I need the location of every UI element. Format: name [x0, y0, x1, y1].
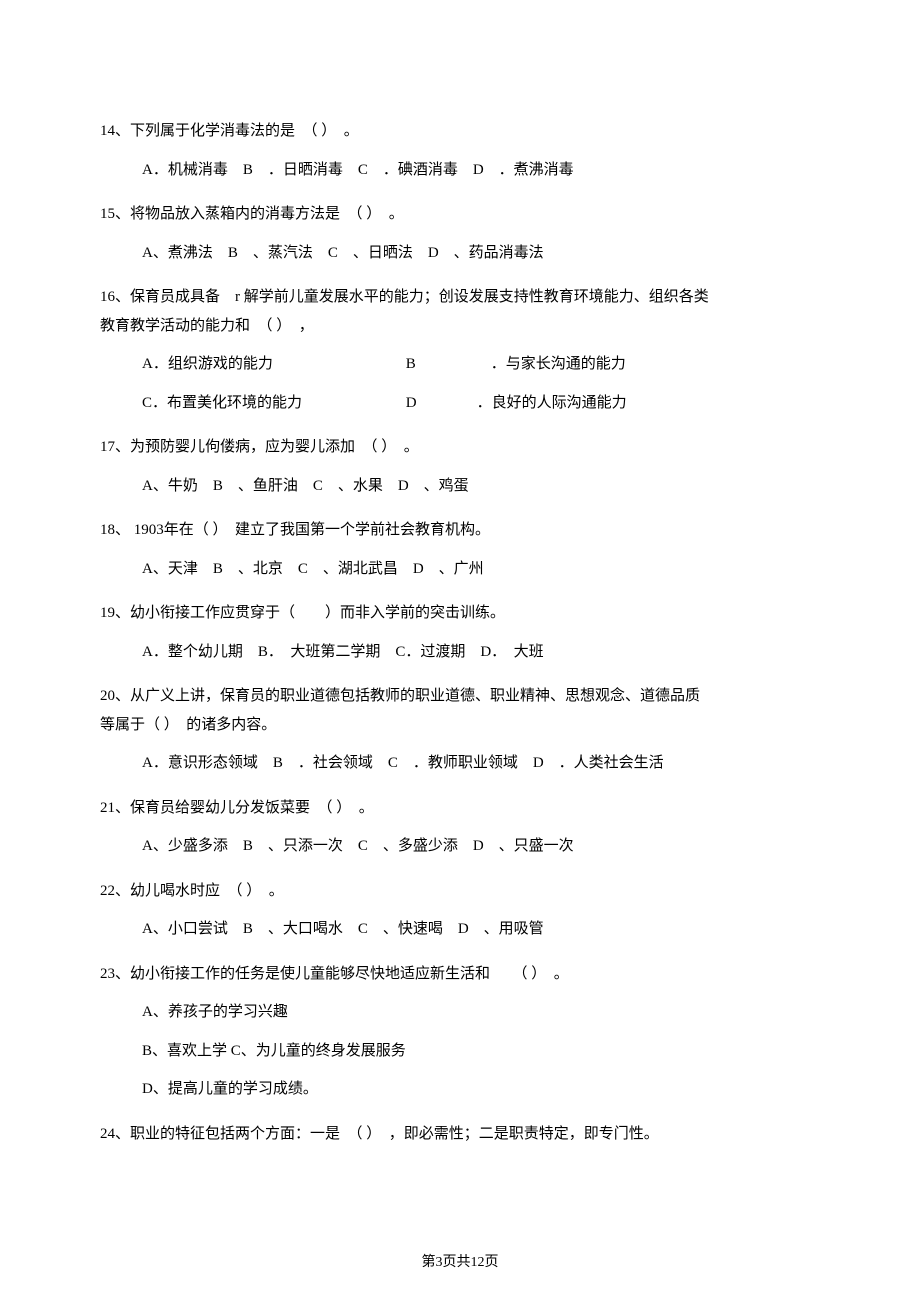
q14-stem: 14、下列属于化学消毒法的是 （ ） 。 — [100, 120, 820, 143]
q15-stem: 15、将物品放入蒸箱内的消毒方法是 （ ） 。 — [100, 203, 820, 226]
q18-stem: 18、 1903年在（ ） 建立了我国第一个学前社会教育机构。 — [100, 519, 820, 542]
question-19: 19、幼小衔接工作应贯穿于（ ）而非入学前的突击训练。 A．整个幼儿期 B． 大… — [100, 602, 820, 663]
q22-options: A、小口尝试 B 、大口喝水 C 、快速喝 D 、用吸管 — [100, 918, 820, 941]
q20-stem-line1: 20、从广义上讲，保育员的职业道德包括教师的职业道德、职业精神、思想观念、道德品… — [100, 685, 820, 708]
question-16: 16、保育员成具备 r 解学前儿童发展水平的能力；创设发展支持性教育环境能力、组… — [100, 286, 820, 414]
q21-stem: 21、保育员给婴幼儿分发饭菜要 （ ） 。 — [100, 797, 820, 820]
q16-stem-line1: 16、保育员成具备 r 解学前儿童发展水平的能力；创设发展支持性教育环境能力、组… — [100, 286, 820, 309]
question-22: 22、幼儿喝水时应 （ ） 。 A、小口尝试 B 、大口喝水 C 、快速喝 D … — [100, 880, 820, 941]
q19-options: A．整个幼儿期 B． 大班第二学期 C．过渡期 D． 大班 — [100, 641, 820, 664]
question-14: 14、下列属于化学消毒法的是 （ ） 。 A．机械消毒 B ．日晒消毒 C ．碘… — [100, 120, 820, 181]
question-18: 18、 1903年在（ ） 建立了我国第一个学前社会教育机构。 A、天津 B 、… — [100, 519, 820, 580]
q16-option-d: D ．良好的人际沟通能力 — [406, 395, 627, 411]
q24-stem: 24、职业的特征包括两个方面：一是 （ ） ，即必需性；二是职责特定，即专门性。 — [100, 1123, 820, 1146]
q23-option-bc: B、喜欢上学 C、为儿童的终身发展服务 — [100, 1040, 820, 1063]
q14-options: A．机械消毒 B ．日晒消毒 C ．碘酒消毒 D ．煮沸消毒 — [100, 159, 820, 182]
question-17: 17、为预防婴儿佝偻病，应为婴儿添加 （ ） 。 A、牛奶 B 、鱼肝油 C 、… — [100, 436, 820, 497]
q23-option-a: A、养孩子的学习兴趣 — [100, 1001, 820, 1024]
question-20: 20、从广义上讲，保育员的职业道德包括教师的职业道德、职业精神、思想观念、道德品… — [100, 685, 820, 775]
q17-stem: 17、为预防婴儿佝偻病，应为婴儿添加 （ ） 。 — [100, 436, 820, 459]
q20-stem-line2: 等属于（ ） 的诸多内容。 — [100, 714, 820, 737]
q16-option-a: A．组织游戏的能力 — [142, 353, 402, 376]
q18-options: A、天津 B 、北京 C 、湖北武昌 D 、广州 — [100, 558, 820, 581]
question-15: 15、将物品放入蒸箱内的消毒方法是 （ ） 。 A、煮沸法 B 、蒸汽法 C 、… — [100, 203, 820, 264]
q16-option-b: B ．与家长沟通的能力 — [406, 356, 626, 372]
q15-options: A、煮沸法 B 、蒸汽法 C 、日晒法 D 、药品消毒法 — [100, 242, 820, 265]
question-23: 23、幼小衔接工作的任务是使儿童能够尽快地适应新生活和 （ ） 。 A、养孩子的… — [100, 963, 820, 1101]
q17-options: A、牛奶 B 、鱼肝油 C 、水果 D 、鸡蛋 — [100, 475, 820, 498]
q16-option-c: C．布置美化环境的能力 — [142, 392, 402, 415]
question-24: 24、职业的特征包括两个方面：一是 （ ） ，即必需性；二是职责特定，即专门性。 — [100, 1123, 820, 1146]
document-page: 14、下列属于化学消毒法的是 （ ） 。 A．机械消毒 B ．日晒消毒 C ．碘… — [0, 0, 920, 1303]
q16-options-row1: A．组织游戏的能力 B ．与家长沟通的能力 — [100, 353, 820, 376]
q19-stem: 19、幼小衔接工作应贯穿于（ ）而非入学前的突击训练。 — [100, 602, 820, 625]
q23-option-d: D、提高儿童的学习成绩。 — [100, 1078, 820, 1101]
page-footer: 第3页共12页 — [0, 1252, 920, 1273]
q21-options: A、少盛多添 B 、只添一次 C 、多盛少添 D 、只盛一次 — [100, 835, 820, 858]
q22-stem: 22、幼儿喝水时应 （ ） 。 — [100, 880, 820, 903]
q16-options-row2: C．布置美化环境的能力 D ．良好的人际沟通能力 — [100, 392, 820, 415]
q20-options: A．意识形态领域 B ．社会领域 C ．教师职业领域 D ．人类社会生活 — [100, 752, 820, 775]
q23-stem: 23、幼小衔接工作的任务是使儿童能够尽快地适应新生活和 （ ） 。 — [100, 963, 820, 986]
question-21: 21、保育员给婴幼儿分发饭菜要 （ ） 。 A、少盛多添 B 、只添一次 C 、… — [100, 797, 820, 858]
q16-stem-line2: 教育教学活动的能力和 （ ） ， — [100, 315, 820, 338]
